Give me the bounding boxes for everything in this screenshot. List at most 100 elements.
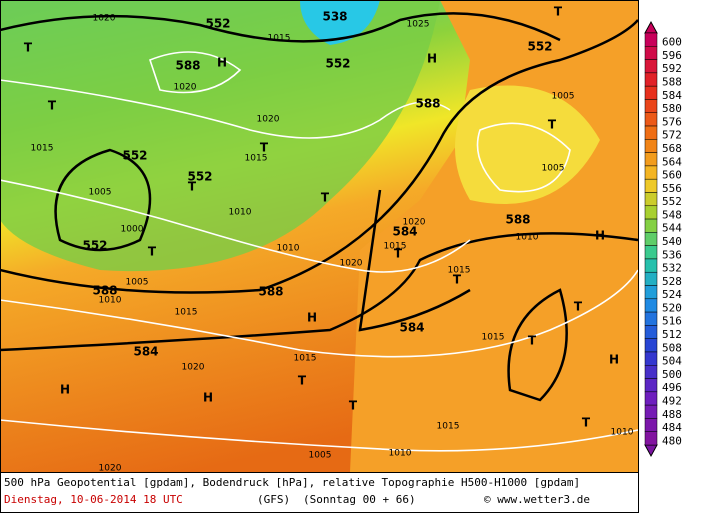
map-label: H <box>217 56 227 70</box>
yellow-region <box>455 85 600 204</box>
colorbar-label: 576 <box>662 115 682 128</box>
map-label: 1015 <box>437 422 460 432</box>
map-label: 1010 <box>516 233 539 243</box>
colorbar-swatch <box>644 205 658 220</box>
map-label: 1005 <box>552 92 575 102</box>
map-label: 1020 <box>257 115 280 125</box>
footer-date: Dienstag, 10-06-2014 18 UTC <box>4 493 183 506</box>
map-label: 1010 <box>229 208 252 218</box>
map-label: 1005 <box>309 451 332 461</box>
colorbar-label: 532 <box>662 262 682 275</box>
colorbar-label: 588 <box>662 76 682 89</box>
footer-model: (GFS) <box>257 493 290 506</box>
map-label: 1015 <box>294 354 317 364</box>
map-label: 584 <box>399 321 424 335</box>
colorbar-label: 592 <box>662 62 682 75</box>
map-label: 588 <box>505 213 530 227</box>
colorbar-swatch <box>644 72 658 87</box>
colorbar-label: 572 <box>662 129 682 142</box>
map-label: 1020 <box>340 259 363 269</box>
green-region <box>0 0 440 272</box>
map-label: 588 <box>92 284 117 298</box>
colorbar-label: 516 <box>662 315 682 328</box>
map-label: 1005 <box>542 164 565 174</box>
colorbar-label: 552 <box>662 195 682 208</box>
colorbar-swatch <box>644 325 658 339</box>
map-label: 552 <box>325 57 350 71</box>
colorbar-label: 564 <box>662 155 682 168</box>
map-label: 1000 <box>121 225 144 235</box>
map-label: 1015 <box>31 144 54 154</box>
colorbar-bottom-arrow <box>644 444 658 458</box>
map-label: 1015 <box>245 154 268 164</box>
colorbar-swatch <box>644 311 658 326</box>
map-label: 584 <box>392 225 417 239</box>
map-label: 588 <box>415 97 440 111</box>
colorbar-swatch <box>644 245 658 260</box>
map-label: 552 <box>122 149 147 163</box>
map-label: T <box>260 141 269 155</box>
colorbar-swatch <box>644 338 658 353</box>
colorbar-label: 480 <box>662 434 682 447</box>
colorbar-swatch <box>644 112 658 127</box>
colorbar-label: 600 <box>662 36 682 49</box>
colorbar-label: 536 <box>662 248 682 261</box>
colorbar-swatch <box>644 139 658 153</box>
map-label: T <box>188 180 197 194</box>
colorbar-swatch <box>644 391 658 406</box>
map-label: 1020 <box>93 14 116 24</box>
map-label: H <box>427 52 437 66</box>
map-label: T <box>453 273 462 287</box>
colorbar-swatch <box>644 351 658 366</box>
colorbar-label: 548 <box>662 208 682 221</box>
map-label: 584 <box>133 345 158 359</box>
colorbar-swatch <box>644 99 658 113</box>
colorbar-swatch <box>644 232 658 246</box>
colorbar-swatch <box>644 258 658 273</box>
colorbar-label: 492 <box>662 394 682 407</box>
pressure-contours <box>0 51 639 452</box>
map-label: T <box>554 5 563 19</box>
map-label: T <box>548 118 557 132</box>
map-label: T <box>24 41 33 55</box>
map-label: H <box>203 391 213 405</box>
colorbar-label: 496 <box>662 381 682 394</box>
colorbar-top-arrow <box>644 20 658 34</box>
colorbar-swatch <box>644 178 658 193</box>
colorbar-label: 512 <box>662 328 682 341</box>
map-label: 1010 <box>99 296 122 306</box>
colorbar-label: 560 <box>662 169 682 182</box>
colorbar-swatch <box>644 418 658 432</box>
colorbar-swatch <box>644 218 658 233</box>
footer-credit: © www.wetter3.de <box>484 493 590 506</box>
map-label: H <box>307 311 317 325</box>
map-label: T <box>298 374 307 388</box>
colorbar-label: 508 <box>662 341 682 354</box>
map-label: H <box>595 229 605 243</box>
colorbar-label: 500 <box>662 368 682 381</box>
map-label: T <box>321 191 330 205</box>
map-label: T <box>394 247 403 261</box>
colorbar-label: 556 <box>662 182 682 195</box>
map-label: 1015 <box>482 333 505 343</box>
map-label: 538 <box>322 10 347 24</box>
map-label: 552 <box>527 40 552 54</box>
map-label: 1020 <box>174 83 197 93</box>
colorbar-swatch <box>644 271 658 286</box>
colorbar-swatch <box>644 404 658 419</box>
cyan-region <box>300 0 380 45</box>
map-label: 552 <box>187 170 212 184</box>
footer-box <box>0 472 639 513</box>
map-label: 552 <box>82 239 107 253</box>
map-label: 588 <box>175 59 200 73</box>
footer-description: 500 hPa Geopotential [gpdam], Bodendruck… <box>4 476 580 489</box>
map-label: 1020 <box>403 218 426 228</box>
colorbar: 6005965925885845805765725685645605565525… <box>644 20 682 458</box>
colorbar-swatch <box>644 152 658 167</box>
colorbar-label: 580 <box>662 102 682 115</box>
map-label: 1015 <box>268 34 291 44</box>
colorbar-swatch <box>644 125 658 140</box>
colorbar-label: 524 <box>662 288 682 301</box>
